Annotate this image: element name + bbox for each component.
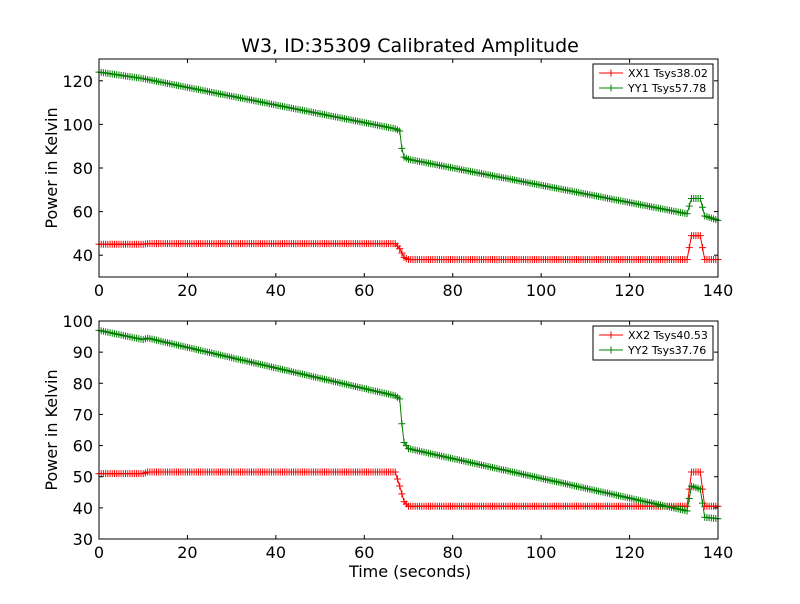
legend: XX1 Tsys38.02 YY1 Tsys57.78 <box>592 63 714 99</box>
y-tick-label: 100 <box>62 115 93 134</box>
y-tick-label: 80 <box>73 159 93 178</box>
x-tick-label: 80 <box>443 281 463 300</box>
chart-title: W3, ID:35309 Calibrated Amplitude <box>241 35 579 57</box>
data-point-marker <box>685 244 693 252</box>
x-tick-label: 60 <box>354 543 374 562</box>
y-axis-label: Power in Kelvin <box>42 369 61 490</box>
y-tick-label: 60 <box>73 437 93 456</box>
data-point-marker <box>685 202 693 210</box>
plot-panel-2: 0 20 40 60 80 100 120 140 30 40 50 60 70 80 90 100 Power… <box>42 312 733 562</box>
y-tick-label: 90 <box>73 343 93 362</box>
legend-swatch-marker <box>607 84 615 92</box>
data-point-marker <box>696 195 704 203</box>
data-point-marker <box>398 420 406 428</box>
data-point-marker <box>699 203 707 211</box>
x-tick-label: 140 <box>703 281 734 300</box>
series-1-group <box>95 468 722 510</box>
data-point-marker <box>699 499 707 507</box>
x-tick-label: 40 <box>266 543 286 562</box>
data-point-marker <box>396 482 404 490</box>
legend-swatch-marker <box>607 331 615 339</box>
data-point-marker <box>685 495 693 503</box>
series-line <box>99 235 718 261</box>
legend-swatch-marker <box>607 69 615 77</box>
legend-label: YY1 Tsys57.78 <box>627 82 706 95</box>
legend-box <box>592 63 714 99</box>
data-point-marker <box>398 249 406 257</box>
data-point-marker <box>683 210 691 218</box>
x-tick-label: 100 <box>526 543 557 562</box>
y-tick-label: 120 <box>62 72 93 91</box>
data-point-marker <box>396 127 404 135</box>
data-point-marker <box>699 244 707 252</box>
data-point-marker <box>393 475 401 483</box>
x-tick-label: 20 <box>177 281 197 300</box>
y-tick-label: 30 <box>73 530 93 549</box>
legend-swatch-marker <box>607 346 615 354</box>
x-tick-label: 80 <box>443 543 463 562</box>
x-tick-label: 60 <box>354 281 374 300</box>
data-point-marker <box>696 468 704 476</box>
y-tick-label: 40 <box>73 246 93 265</box>
x-tick-label: 0 <box>94 281 104 300</box>
series-2-group <box>95 326 722 523</box>
data-point-marker <box>396 395 404 403</box>
data-point-marker <box>398 144 406 152</box>
x-tick-label: 40 <box>266 281 286 300</box>
x-tick-label: 100 <box>526 281 557 300</box>
data-point-marker <box>396 245 404 253</box>
x-tick-label: 120 <box>614 543 645 562</box>
legend-label: XX1 Tsys38.02 <box>628 67 708 80</box>
y-tick-label: 70 <box>73 405 93 424</box>
y-tick-label: 50 <box>73 468 93 487</box>
data-point-marker <box>696 485 704 493</box>
legend-label: YY2 Tsys37.76 <box>627 344 706 357</box>
x-axis-label: Time (seconds) <box>348 562 471 581</box>
y-axis-label: Power in Kelvin <box>42 107 61 228</box>
y-tick-label: 40 <box>73 499 93 518</box>
x-tick-label: 0 <box>94 543 104 562</box>
axes-frame <box>98 320 719 540</box>
legend-label: XX2 Tsys40.53 <box>628 329 708 342</box>
x-tick-label: 120 <box>614 281 645 300</box>
legend: XX2 Tsys40.53 YY2 Tsys37.76 <box>592 325 714 361</box>
data-point-marker <box>683 507 691 515</box>
series-1-group <box>95 232 722 264</box>
series-2-group <box>95 68 722 224</box>
data-point-marker <box>398 490 406 498</box>
series-line <box>99 471 718 507</box>
x-tick-label: 20 <box>177 543 197 562</box>
legend-box <box>592 325 714 361</box>
data-point-marker <box>391 468 399 476</box>
data-point-marker <box>683 256 691 264</box>
y-tick-label: 80 <box>73 374 93 393</box>
x-tick-label: 140 <box>703 543 734 562</box>
y-tick-label: 100 <box>62 312 93 331</box>
y-tick-label: 60 <box>73 203 93 222</box>
data-point-marker <box>696 232 704 240</box>
